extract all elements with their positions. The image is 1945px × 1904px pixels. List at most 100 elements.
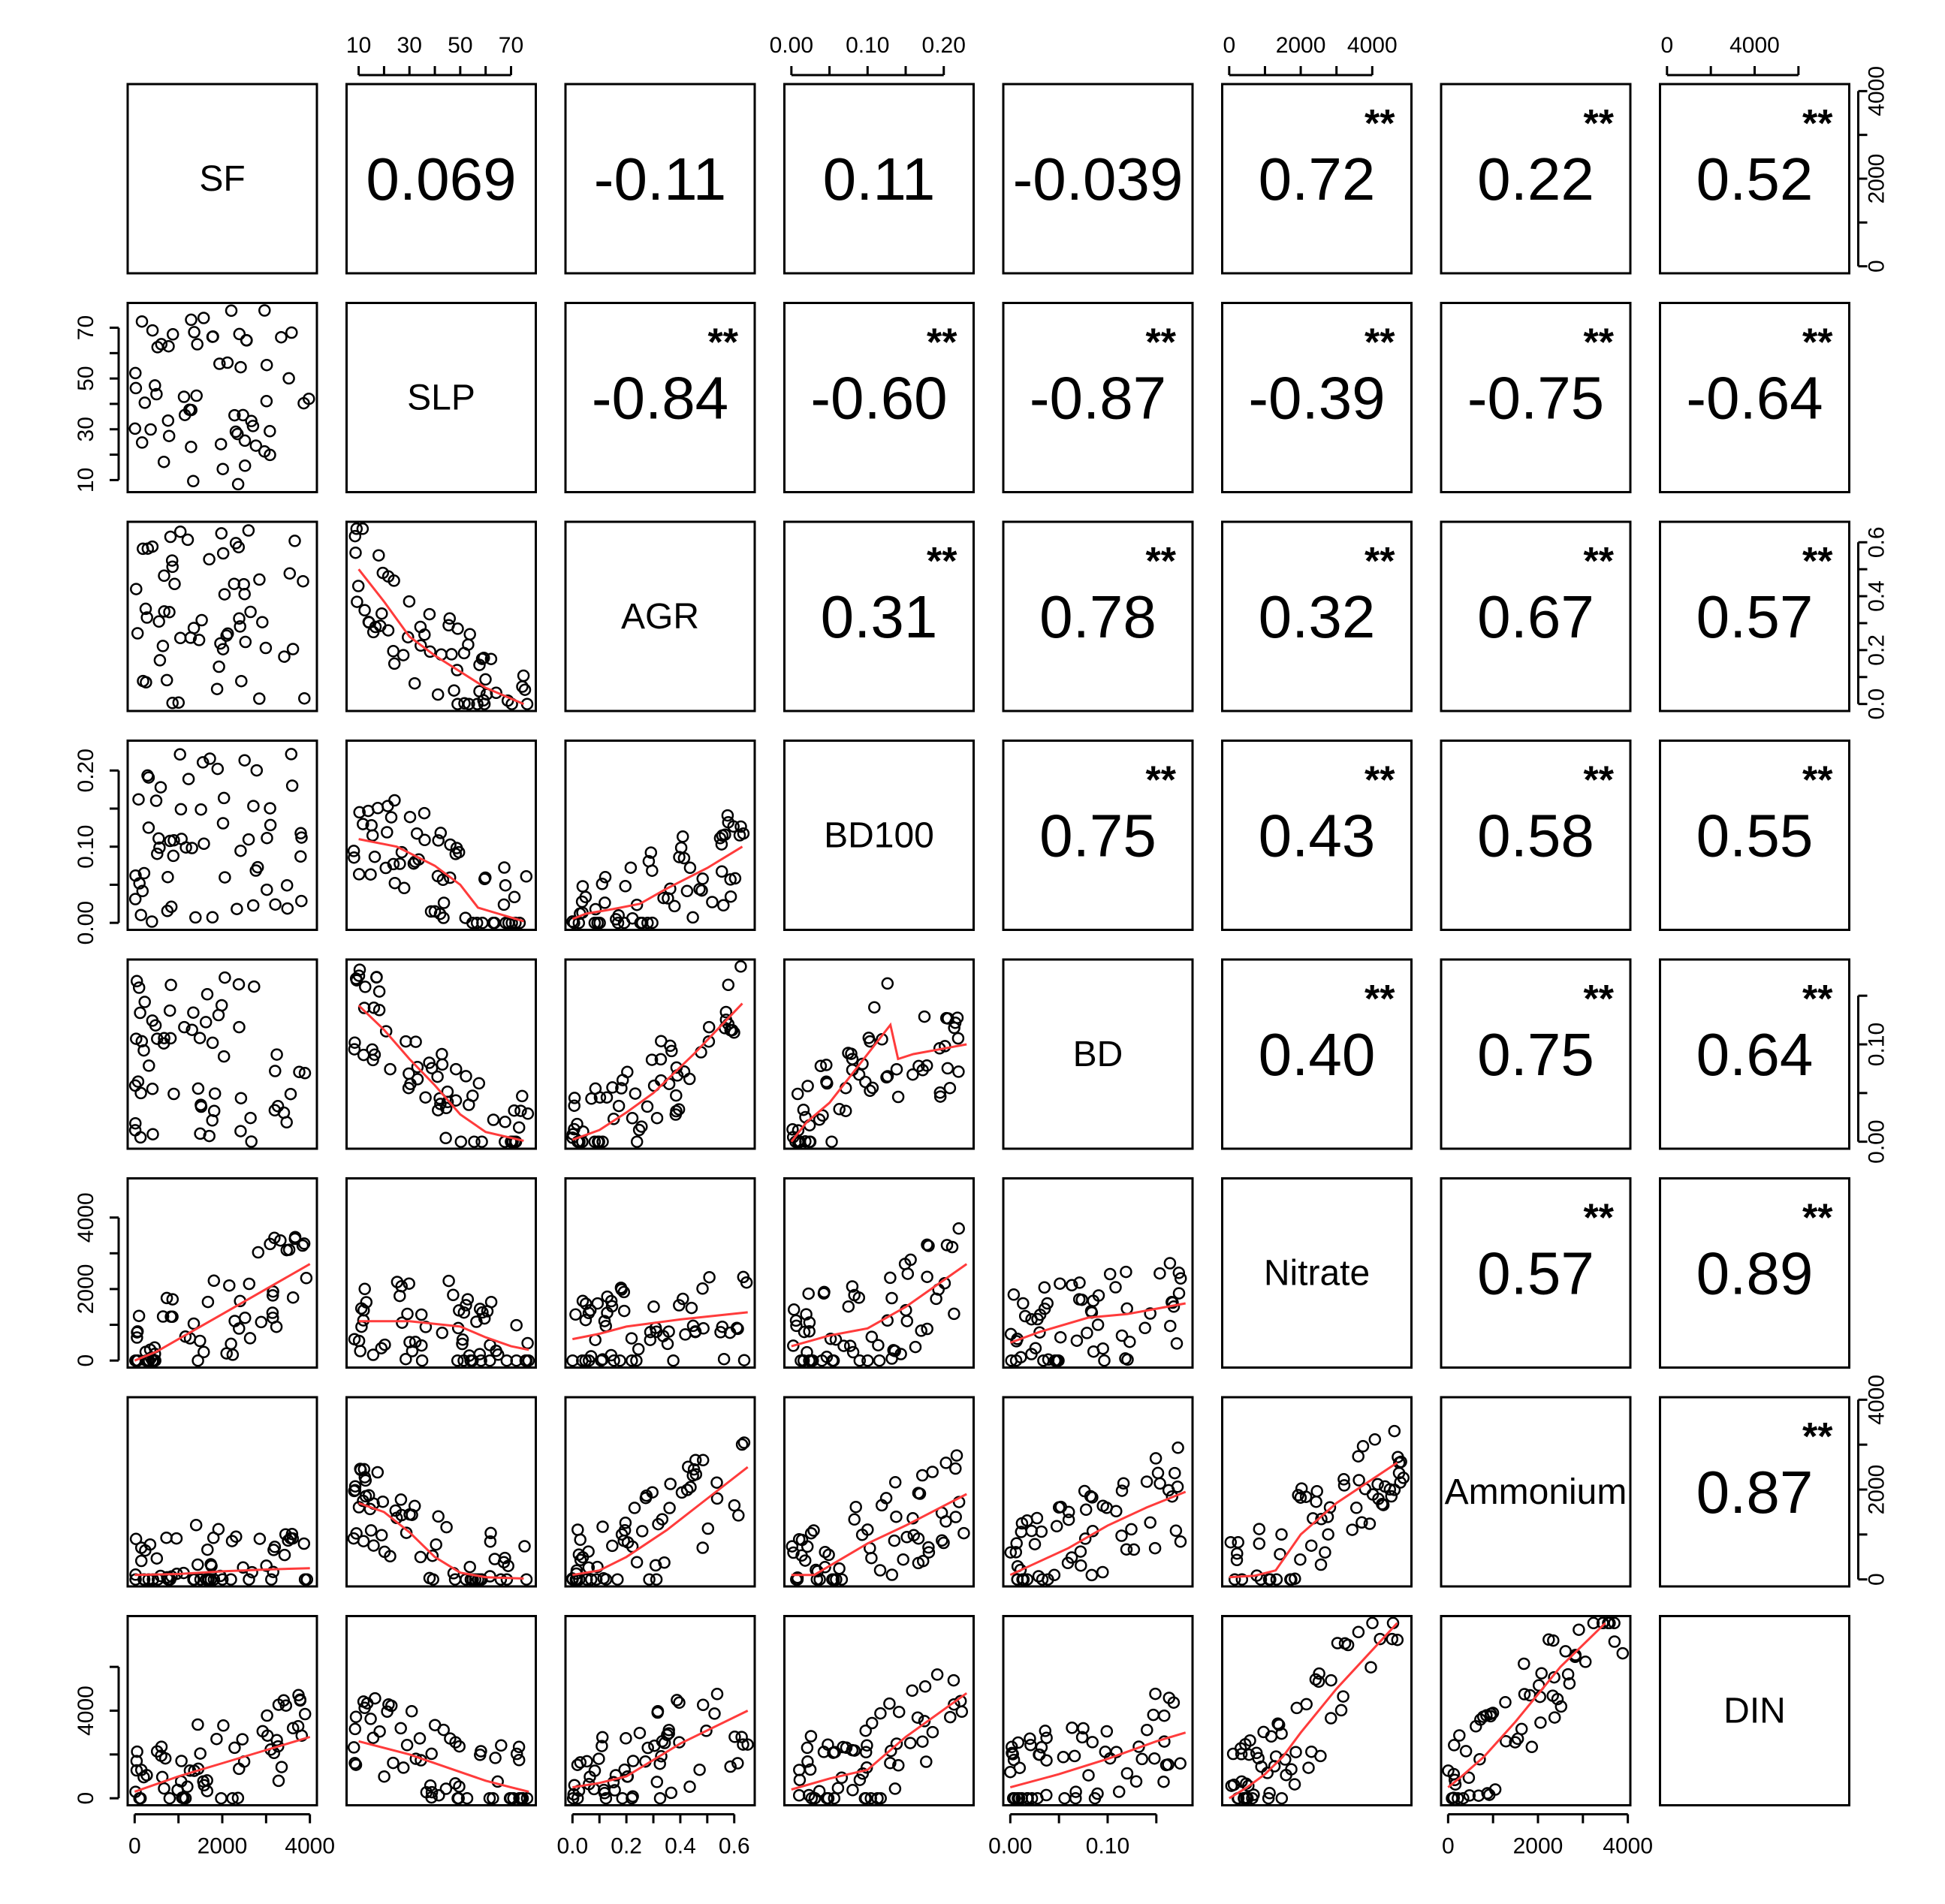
smooth-line-BD-vs-SLP [357,1005,524,1142]
data-point [642,854,656,868]
data-point [208,1087,222,1100]
data-point [588,1135,602,1148]
data-point [387,657,401,670]
data-point [1120,1302,1133,1315]
data-point [606,1081,619,1094]
data-point [149,1019,162,1032]
data-point [702,1020,716,1034]
data-point [700,1725,713,1737]
data-point [1141,1723,1153,1737]
panel-SLP-BD100 [783,302,975,493]
data-point [1007,1753,1021,1767]
data-point [683,861,697,875]
signif-stars-BD100-Ammonium: ** [1584,759,1615,803]
data-point [225,1535,239,1547]
data-point [418,833,431,847]
corr-value-SF-BD: -0.039 [1013,146,1184,212]
data-point [201,1543,214,1556]
data-point [793,1764,806,1776]
data-point [1120,1767,1134,1780]
data-point [282,372,295,385]
data-point [461,1293,475,1306]
corr-value-SF-BD100: 0.11 [823,146,936,212]
data-point [225,304,238,318]
data-point [420,1785,433,1799]
data-point [595,1354,608,1367]
data-point [571,1791,584,1805]
data-point [348,529,362,543]
data-point [243,1573,255,1586]
data-point [498,861,511,874]
panel-Ammonium-Nitrate [1221,1396,1413,1588]
data-point [249,439,263,452]
data-point [945,1240,959,1254]
panel-BD-BD [1002,958,1194,1150]
data-point [792,1532,806,1546]
corr-value-Ammonium-DIN: 0.87 [1696,1459,1814,1526]
data-point [437,896,451,909]
data-point [378,1770,391,1783]
data-point [1442,1764,1455,1777]
data-point [1448,1739,1461,1752]
corr-value-SF-AGR: -0.11 [594,146,726,212]
corr-value-SF-SLP: 0.069 [366,146,516,212]
data-point [1388,1484,1401,1496]
signif-stars-SLP-BD: ** [1146,321,1177,365]
data-point [1608,1635,1621,1648]
smooth-line-BD-vs-BD100 [790,1022,967,1143]
data-point [653,1757,666,1770]
corr-value-SF-DIN: 0.52 [1696,146,1814,212]
data-point [517,669,530,682]
data-point [1172,1267,1186,1279]
data-point [158,1032,170,1044]
data-point [719,1005,733,1019]
data-point [445,648,458,661]
data-point [252,1246,265,1259]
data-point [1337,1479,1351,1492]
data-point [184,631,198,644]
axis-top-slp: 10 30 50 70 [346,33,523,77]
data-point [1371,1478,1384,1491]
data-point [129,381,143,395]
data-point [1033,1326,1046,1339]
data-point [864,1791,877,1805]
data-point [641,1100,654,1113]
diagonal-label-nitrate: Nitrate [1264,1254,1370,1294]
data-point [201,988,214,1001]
data-point [256,1725,270,1738]
data-point [234,844,247,857]
data-point [888,1476,902,1489]
data-point [260,395,273,408]
data-point [665,1786,678,1800]
data-point [1596,1616,1609,1630]
data-point [626,1755,640,1767]
data-point [456,1337,469,1351]
data-point [1120,1543,1133,1556]
data-point [926,1725,939,1739]
scatter-DIN-vs-Ammonium [1442,1616,1630,1805]
data-point [1383,1483,1397,1496]
data-point [431,688,445,701]
data-point [630,1556,644,1569]
data-point [160,673,173,687]
data-point [174,803,188,816]
data-point [1078,1484,1091,1498]
data-point [912,1556,925,1570]
data-point [351,580,365,592]
data-point [906,1684,918,1698]
data-point [807,1524,820,1537]
data-point [1352,1625,1365,1639]
data-point [617,916,631,929]
data-point [163,606,176,619]
data-point [849,1500,862,1514]
data-point [463,1560,476,1574]
data-point [150,387,163,401]
data-point [146,324,159,337]
corr-value-SLP-AGR: -0.84 [592,365,728,432]
data-point [520,1791,534,1805]
data-point [510,1318,523,1332]
data-point [164,900,178,914]
data-point [920,1755,933,1768]
panel-Nitrate-SF [126,1177,318,1369]
data-point [520,870,533,883]
